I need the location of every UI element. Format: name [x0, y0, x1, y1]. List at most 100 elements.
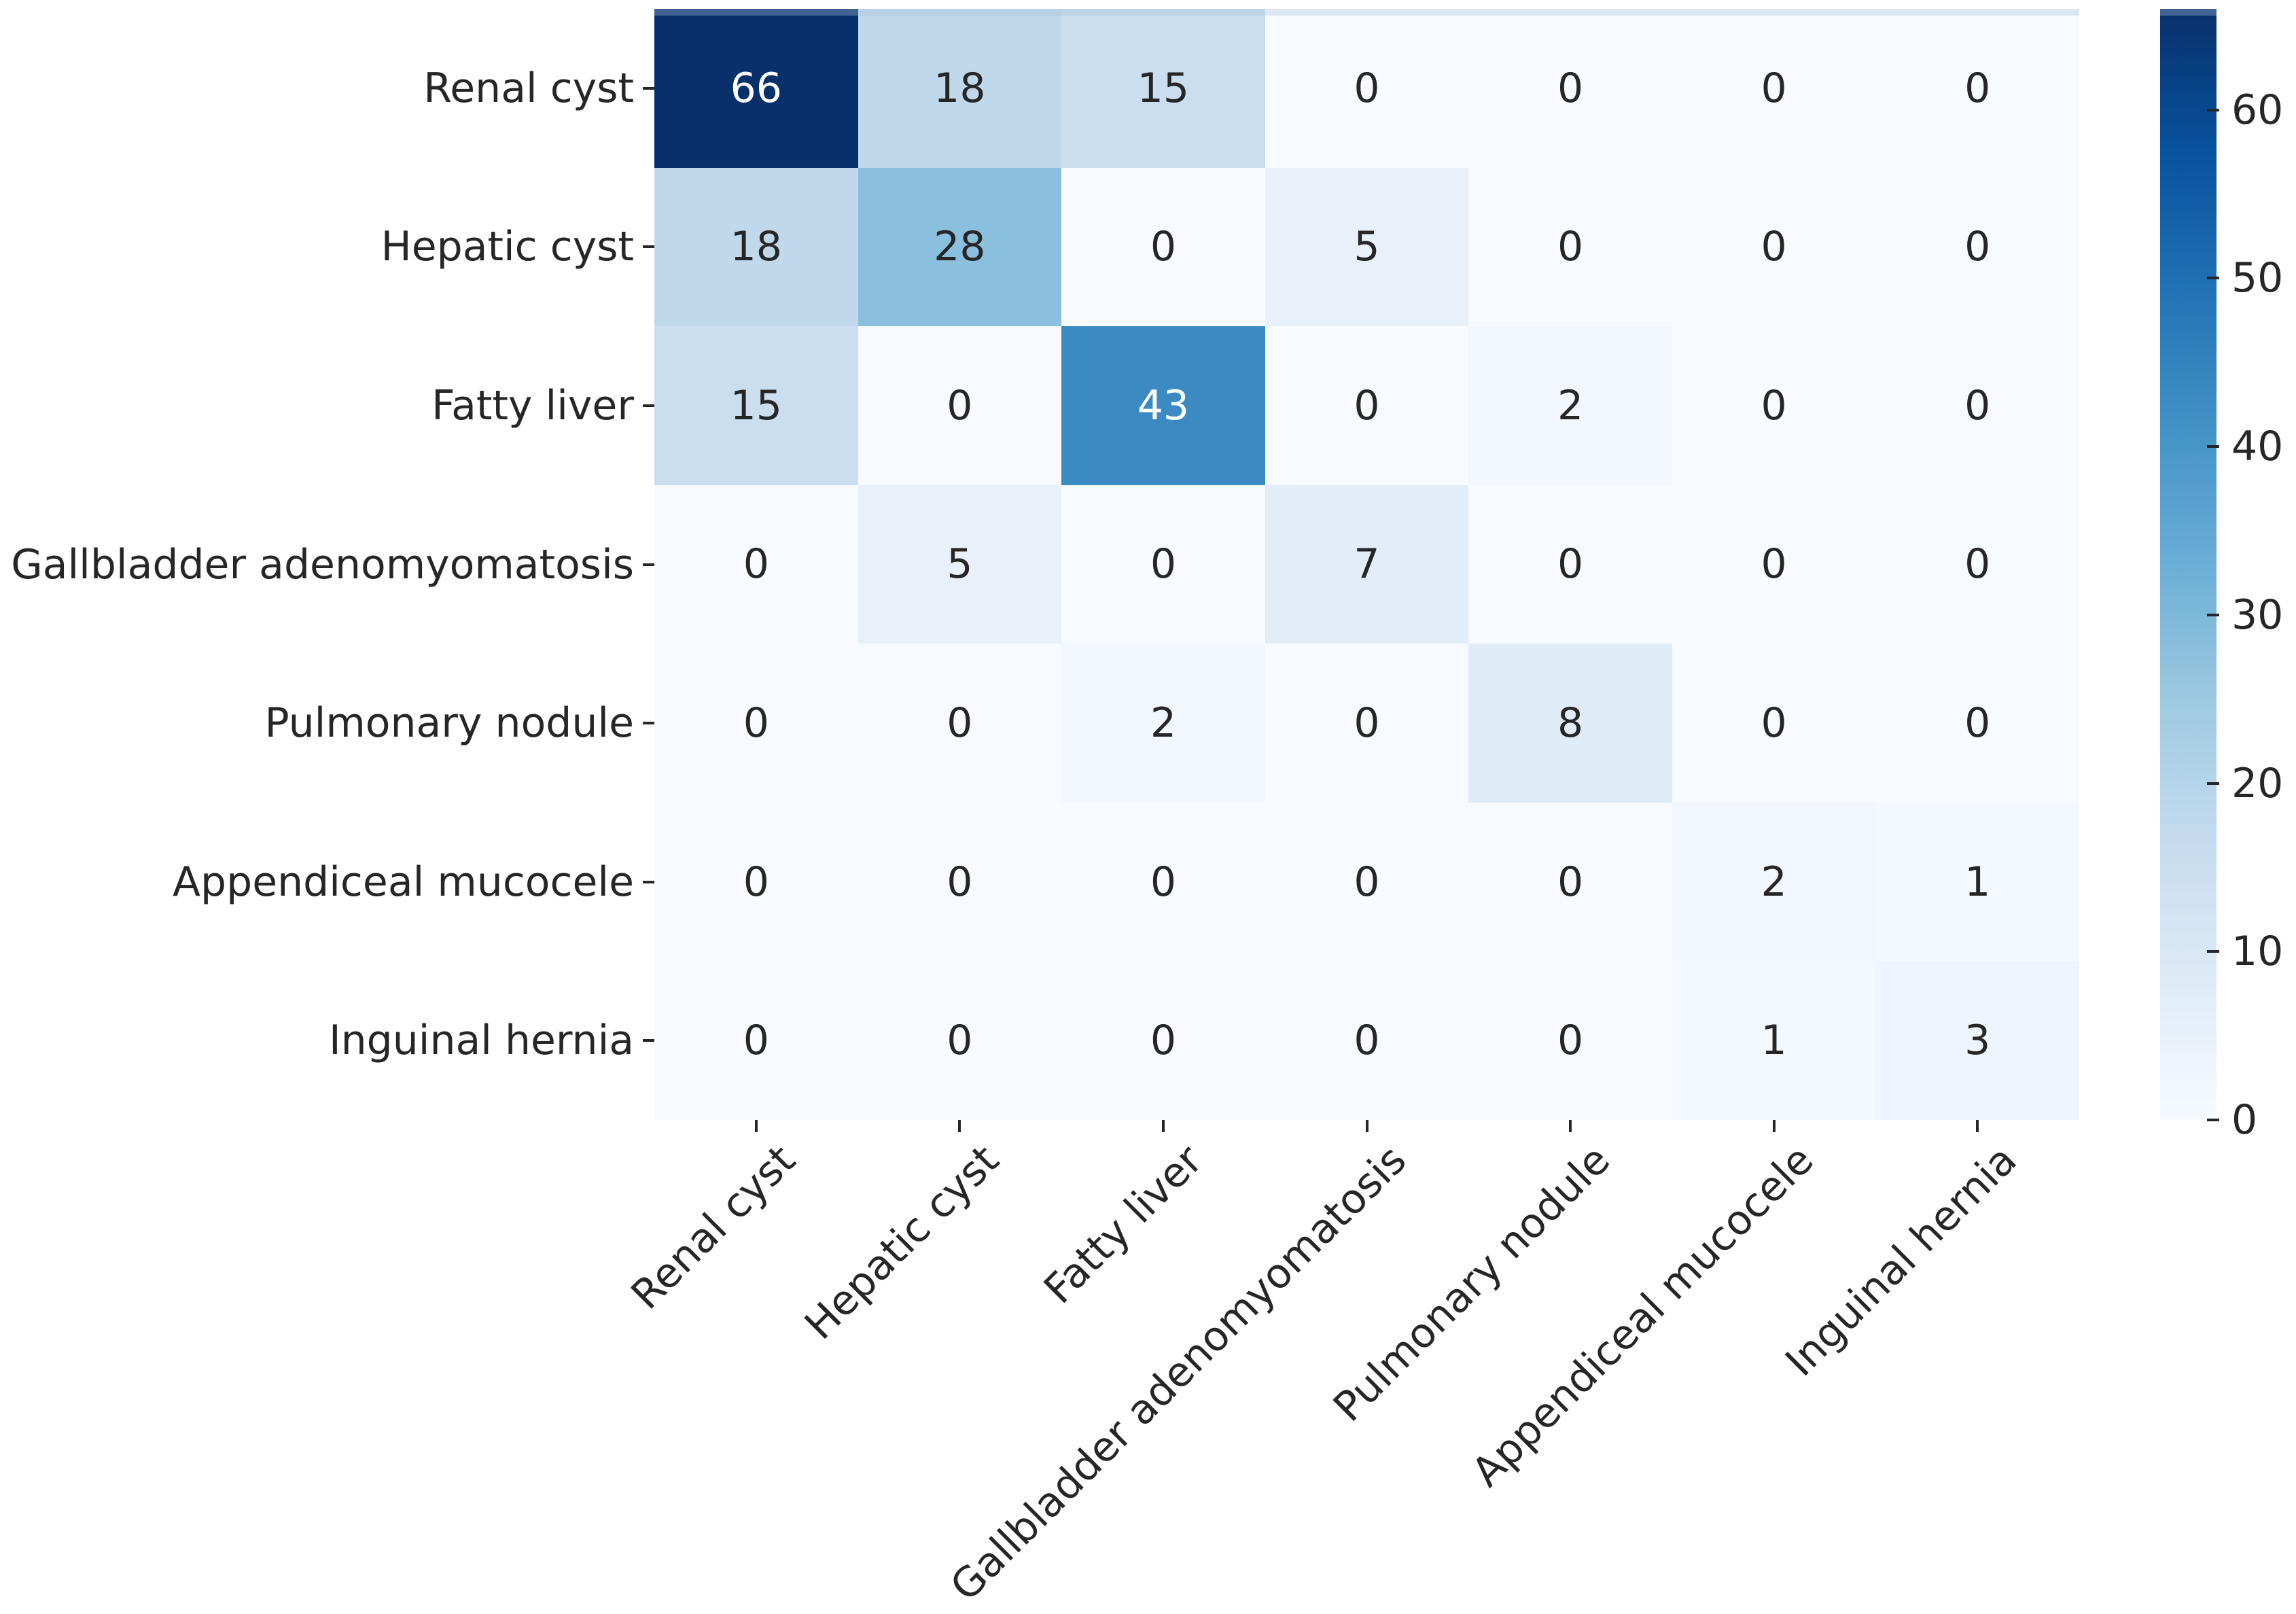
cell-value: 0	[1557, 223, 1584, 271]
heatmap-cell: 0	[858, 326, 1062, 485]
heatmap-cell: 7	[1265, 485, 1469, 644]
heatmap-cell: 15	[1061, 9, 1265, 168]
cell-value: 0	[1557, 64, 1584, 112]
cell-value: 0	[1354, 381, 1380, 429]
cell-value: 0	[947, 699, 973, 748]
x-tick	[1161, 1120, 1165, 1132]
heatmap-cell: 0	[1672, 9, 1876, 168]
heatmap-cell: 0	[1061, 961, 1265, 1120]
heatmap-cell: 0	[1672, 167, 1876, 327]
cell-value: 0	[1557, 540, 1584, 589]
heatmap-cell: 0	[1875, 167, 2079, 327]
cell-value: 7	[1354, 540, 1380, 589]
row-label: Hepatic cyst	[381, 223, 634, 271]
row-label: Fatty liver	[431, 381, 634, 429]
heatmap-cell: 1	[1672, 961, 1876, 1120]
heatmap-cell: 0	[1468, 961, 1672, 1120]
heatmap-cell: 0	[654, 961, 858, 1120]
colorbar-tick	[2207, 613, 2219, 616]
colorbar-tick	[2207, 950, 2219, 953]
heatmap-cell: 0	[1265, 9, 1469, 168]
cell-value: 0	[1150, 1017, 1177, 1065]
heatmap-cell: 0	[858, 961, 1062, 1120]
y-tick	[643, 722, 654, 725]
y-tick	[643, 245, 654, 249]
heatmap-cell: 0	[1061, 485, 1265, 644]
colorbar-tick	[2207, 782, 2219, 785]
cell-value: 0	[1761, 699, 1787, 748]
heatmap-cell: 0	[654, 802, 858, 962]
cell-value: 0	[1964, 540, 1991, 589]
cell-value: 0	[1150, 858, 1177, 906]
cell-value: 0	[743, 1017, 769, 1065]
y-tick	[643, 880, 654, 883]
cell-value: 0	[947, 381, 973, 429]
cell-value: 1	[1964, 858, 1991, 906]
colorbar-tick-label: 50	[2231, 254, 2284, 302]
heatmap-cell: 2	[1468, 326, 1672, 485]
heatmap-cell: 0	[654, 644, 858, 803]
cell-value: 2	[1761, 858, 1787, 906]
x-tick	[1772, 1120, 1776, 1132]
x-axis-label: Hepatic cyst	[796, 1136, 1008, 1349]
x-tick	[1569, 1120, 1572, 1132]
cell-value: 0	[1557, 858, 1584, 906]
heatmap-cell: 5	[1265, 167, 1469, 327]
heatmap-cell: 0	[1061, 167, 1265, 327]
row-label: Renal cyst	[423, 64, 634, 112]
cell-value: 0	[1354, 699, 1380, 748]
cell-value: 0	[1354, 858, 1380, 906]
heatmap-cell: 0	[1468, 167, 1672, 327]
heatmap-cell: 0	[1672, 644, 1876, 803]
cell-value: 0	[1150, 540, 1177, 589]
heatmap-cell: 0	[1265, 961, 1469, 1120]
colorbar-tick	[2207, 277, 2219, 280]
heatmap-cell: 18	[654, 167, 858, 327]
heatmap-cell: 18	[858, 9, 1062, 168]
row-label: Appendiceal mucocele	[173, 858, 634, 906]
heatmap-cell: 3	[1875, 961, 2079, 1120]
cell-value: 0	[1964, 223, 1991, 271]
heatmap-cell: 0	[1265, 326, 1469, 485]
heatmap-cell: 0	[858, 802, 1062, 962]
cell-value: 0	[1964, 381, 1991, 429]
heatmap-cell: 2	[1672, 802, 1876, 962]
heatmap-cell: 0	[1875, 485, 2079, 644]
y-tick	[643, 563, 654, 566]
colorbar-tick-label: 40	[2231, 423, 2284, 471]
cell-value: 2	[1150, 699, 1177, 748]
cell-value: 3	[1964, 1017, 1991, 1065]
row-label: Inguinal hernia	[328, 1017, 634, 1065]
heatmap-cell: 66	[654, 9, 858, 168]
x-tick	[1365, 1120, 1368, 1132]
heatmap-cell: 0	[1875, 326, 2079, 485]
heatmap-cell: 0	[1672, 485, 1876, 644]
colorbar-tick	[2207, 108, 2219, 111]
y-tick	[643, 404, 654, 407]
cell-value: 0	[1150, 223, 1177, 271]
y-tick	[643, 1039, 654, 1042]
x-axis-label: Gallbladder adenomyomatosis	[941, 1136, 1415, 1611]
cell-value: 15	[730, 381, 782, 429]
cell-value: 66	[730, 64, 782, 112]
row-label: Pulmonary nodule	[264, 699, 634, 748]
cell-value: 28	[934, 223, 986, 271]
heatmap-cell: 28	[858, 167, 1062, 327]
heatmap-cell: 0	[1875, 644, 2079, 803]
heatmap-cell: 0	[1265, 802, 1469, 962]
heatmap-cell: 0	[1061, 802, 1265, 962]
cell-value: 5	[1354, 223, 1380, 271]
heatmap-cell: 0	[1672, 326, 1876, 485]
cell-value: 1	[1761, 1017, 1787, 1065]
cell-value: 0	[1964, 64, 1991, 112]
heatmap-cell: 0	[1468, 485, 1672, 644]
heatmap-cell: 0	[1468, 9, 1672, 168]
colorbar-tick	[2207, 445, 2219, 449]
cell-value: 15	[1137, 64, 1190, 112]
cell-value: 0	[743, 699, 769, 748]
cell-value: 43	[1137, 381, 1190, 429]
cell-value: 0	[947, 1017, 973, 1065]
heatmap-cell: 15	[654, 326, 858, 485]
x-axis-label: Renal cyst	[622, 1136, 805, 1319]
